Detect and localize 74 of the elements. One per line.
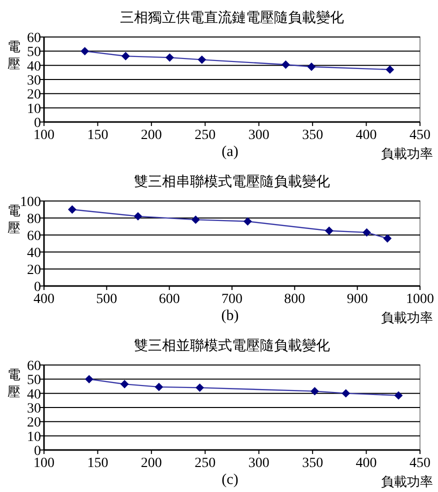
x-tick-label: 450 bbox=[410, 128, 430, 143]
x-tick-label: 300 bbox=[248, 128, 270, 143]
x-axis-title: 負載功率 bbox=[381, 310, 433, 325]
x-tick-label: 400 bbox=[356, 128, 377, 143]
point bbox=[85, 375, 94, 384]
point bbox=[192, 216, 200, 224]
point bbox=[282, 60, 290, 69]
point bbox=[198, 56, 206, 64]
y-tick-label: 0 bbox=[34, 444, 41, 459]
y-tick-label: 40 bbox=[27, 59, 41, 74]
y-tick-label: 50 bbox=[27, 45, 41, 60]
point bbox=[394, 391, 403, 400]
y-axis-title: 電壓 bbox=[8, 367, 20, 399]
y-axis-title: 電壓 bbox=[8, 203, 20, 235]
point bbox=[122, 52, 130, 60]
x-tick-label: 500 bbox=[96, 292, 118, 307]
x-tick-label: 900 bbox=[346, 292, 368, 307]
x-axis-title: 負載功率 bbox=[381, 474, 433, 489]
y-tick-label: 50 bbox=[27, 373, 41, 388]
y-tick-label: 10 bbox=[27, 102, 41, 117]
point bbox=[68, 206, 76, 214]
x-tick-label: 150 bbox=[87, 128, 108, 143]
x-tick-label: 200 bbox=[140, 128, 162, 143]
y-tick-label: 30 bbox=[27, 402, 41, 416]
point bbox=[386, 66, 394, 74]
x-tick-label: 250 bbox=[194, 456, 216, 471]
point bbox=[154, 382, 163, 391]
x-tick-label: 300 bbox=[248, 456, 270, 471]
point bbox=[80, 47, 89, 56]
y-axis-title: 電壓 bbox=[8, 39, 20, 71]
y-tick-label: 0 bbox=[34, 116, 41, 131]
x-tick-label: 350 bbox=[302, 128, 324, 143]
y-tick-label: 100 bbox=[20, 195, 41, 210]
y-tick-label: 20 bbox=[27, 263, 41, 278]
x-tick-label: 350 bbox=[302, 456, 324, 471]
point bbox=[310, 387, 319, 396]
y-tick-label: 60 bbox=[27, 359, 41, 374]
point bbox=[362, 228, 371, 236]
text: (c) bbox=[222, 472, 238, 488]
x-tick-label: 400 bbox=[34, 292, 54, 307]
chart-title: 雙三相串聯模式電壓隨負載變化 bbox=[134, 174, 330, 190]
point bbox=[134, 212, 142, 220]
y-tick-label: 0 bbox=[34, 280, 41, 295]
x-tick-label: 200 bbox=[140, 456, 162, 471]
x-tick-label: 450 bbox=[410, 456, 430, 471]
y-tick-label: 30 bbox=[27, 74, 41, 88]
point bbox=[325, 226, 334, 235]
x-tick-label: 700 bbox=[222, 292, 242, 307]
point bbox=[342, 389, 350, 398]
point bbox=[244, 217, 252, 226]
y-tick-label: 80 bbox=[27, 212, 41, 227]
text: (a) bbox=[222, 144, 238, 160]
x-tick-label: 250 bbox=[194, 128, 216, 143]
y-tick-label: 20 bbox=[27, 416, 41, 431]
chart-title: 三相獨立供電直流鏈電壓隨負載變化 bbox=[120, 10, 344, 26]
y-tick-label: 20 bbox=[27, 88, 41, 103]
y-tick-label: 40 bbox=[27, 246, 41, 261]
x-axis-title: 負載功率 bbox=[381, 146, 433, 161]
point bbox=[383, 234, 392, 242]
point bbox=[196, 384, 204, 392]
x-tick-label: 800 bbox=[284, 292, 306, 307]
text: (b) bbox=[221, 308, 239, 324]
x-tick-label: 600 bbox=[158, 292, 180, 307]
point bbox=[120, 380, 129, 388]
x-tick-label: 150 bbox=[87, 456, 108, 471]
y-tick-label: 40 bbox=[27, 387, 41, 402]
y-tick-label: 10 bbox=[27, 430, 41, 445]
chart-title: 雙三相並聯模式電壓隨負載變化 bbox=[134, 338, 330, 354]
y-tick-label: 60 bbox=[27, 31, 41, 46]
point bbox=[307, 62, 316, 71]
x-tick-label: 1000 bbox=[406, 292, 434, 307]
y-tick-label: 60 bbox=[27, 229, 41, 244]
point bbox=[166, 54, 174, 62]
x-tick-label: 400 bbox=[356, 456, 377, 471]
